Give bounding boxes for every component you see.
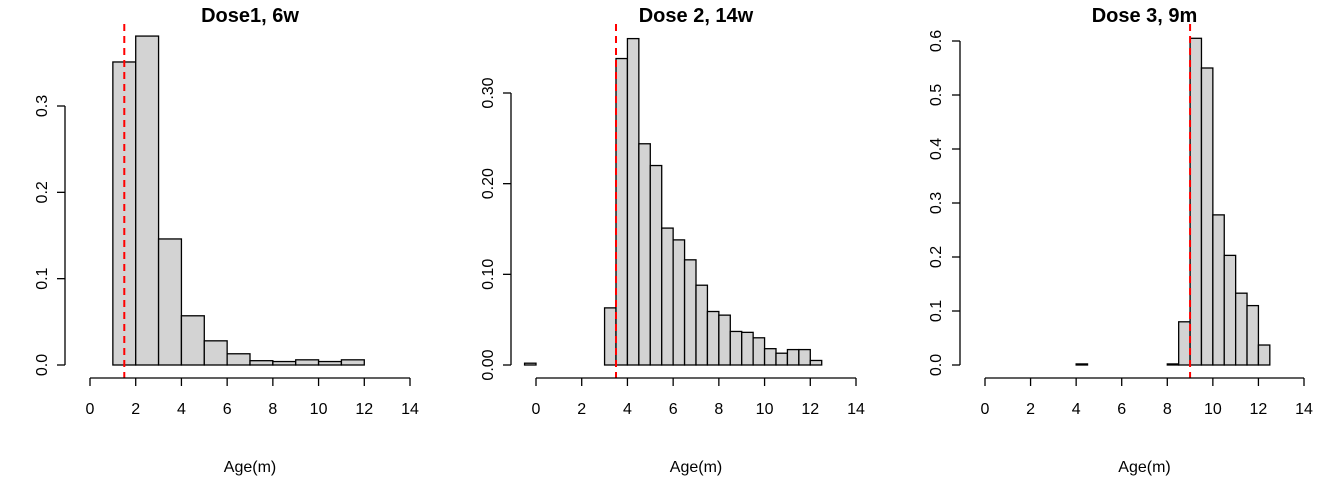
x-tick-label: 8 xyxy=(1163,401,1172,418)
histogram-bar xyxy=(135,35,160,366)
histogram-bar xyxy=(615,57,629,366)
x-tick-label: 0 xyxy=(532,401,541,418)
histogram-bar xyxy=(741,331,754,366)
x-tick-label: 14 xyxy=(1295,401,1313,418)
histogram-bar xyxy=(752,337,766,366)
histogram-bar xyxy=(683,259,697,366)
histogram-bar xyxy=(249,360,274,366)
x-tick-label: 12 xyxy=(801,401,819,418)
y-tick-label: 0.5 xyxy=(928,84,945,106)
histogram-bar xyxy=(157,238,183,366)
x-axis-label: Age(m) xyxy=(1118,459,1170,476)
y-tick-label: 0.1 xyxy=(34,267,51,289)
y-tick-label: 0.4 xyxy=(928,138,945,160)
histogram-bar xyxy=(763,348,777,366)
histogram-bar xyxy=(272,360,297,366)
histogram-bar xyxy=(295,359,320,366)
histogram-bar xyxy=(603,307,617,366)
histogram-bar xyxy=(786,348,800,366)
y-tick-label: 0.30 xyxy=(480,77,497,108)
x-tick-label: 4 xyxy=(1072,401,1081,418)
x-tick-label: 6 xyxy=(223,401,232,418)
histogram-bar xyxy=(718,314,731,366)
x-tick-label: 4 xyxy=(177,401,186,418)
y-tick-label: 0.3 xyxy=(34,95,51,117)
histogram-bar xyxy=(661,227,674,366)
x-tick-label: 0 xyxy=(86,401,95,418)
histogram-bar xyxy=(672,239,686,366)
histogram-bar xyxy=(695,284,709,366)
y-tick-label: 0.1 xyxy=(928,300,945,322)
x-tick-label: 8 xyxy=(268,401,277,418)
histogram-bar xyxy=(226,353,251,366)
x-tick-label: 14 xyxy=(401,401,419,418)
x-tick-label: 12 xyxy=(1250,401,1268,418)
histogram-bar xyxy=(112,61,137,366)
histogram-bar xyxy=(729,330,743,366)
x-axis-label: Age(m) xyxy=(670,459,722,476)
y-tick-label: 0.2 xyxy=(928,246,945,268)
histogram-bar xyxy=(1178,321,1191,366)
x-tick-label: 10 xyxy=(756,401,774,418)
x-axis-label: Age(m) xyxy=(224,459,276,476)
y-tick-label: 0.10 xyxy=(480,259,497,290)
x-tick-label: 2 xyxy=(131,401,140,418)
histogram-bar xyxy=(809,359,823,366)
histogram-bar xyxy=(180,315,205,366)
y-tick-label: 0.0 xyxy=(34,354,51,376)
x-tick-label: 6 xyxy=(1117,401,1126,418)
x-tick-label: 2 xyxy=(1026,401,1035,418)
histogram-bar xyxy=(1200,67,1214,366)
histogram-bar xyxy=(1075,363,1089,366)
chart-title: Dose 3, 9m xyxy=(1092,5,1198,27)
histogram-bar xyxy=(340,359,365,366)
histogram-bar xyxy=(1166,363,1180,366)
y-tick-label: 0.20 xyxy=(480,168,497,199)
y-tick-label: 0.00 xyxy=(480,349,497,380)
y-tick-label: 0.6 xyxy=(928,30,945,52)
x-tick-label: 12 xyxy=(355,401,373,418)
histogram-bar xyxy=(1212,214,1225,366)
chart-2: Dose 2, 14w 0 2 4 6 8 10 12 14 Age(m) 0.00 0.10 0.20… xyxy=(480,5,865,476)
x-tick-label: 8 xyxy=(714,401,723,418)
histogram-bar xyxy=(706,310,720,366)
histogram-bar xyxy=(775,352,789,366)
histogram-bar xyxy=(1223,254,1237,366)
histogram-bar xyxy=(1246,304,1260,366)
histogram-bar xyxy=(638,143,651,366)
chart-title: Dose1, 6w xyxy=(201,5,299,27)
histogram-bar xyxy=(1234,292,1248,366)
y-tick-label: 0.2 xyxy=(34,181,51,203)
x-tick-label: 0 xyxy=(981,401,990,418)
x-tick-label: 2 xyxy=(577,401,586,418)
x-tick-label: 10 xyxy=(1204,401,1222,418)
histogram-bar xyxy=(649,164,663,366)
x-tick-label: 10 xyxy=(310,401,328,418)
histogram-bar xyxy=(798,348,811,366)
chart-3: Dose 3, 9m 0 2 4 6 8 10 12 14 Age(m) 0.0 0.1 0.2 0.3 0… xyxy=(928,5,1313,476)
histogram-bar xyxy=(317,360,343,366)
y-tick-label: 0.3 xyxy=(928,192,945,214)
histogram-bar xyxy=(1189,37,1203,366)
x-tick-label: 14 xyxy=(847,401,865,418)
histogram-bar xyxy=(203,340,228,366)
histogram-bar xyxy=(626,37,640,366)
histogram-bar xyxy=(1257,344,1271,366)
x-tick-label: 6 xyxy=(669,401,678,418)
histogram-bar xyxy=(523,362,537,366)
x-tick-label: 4 xyxy=(623,401,632,418)
chart-title: Dose 2, 14w xyxy=(639,5,754,27)
chart-1: Dose1, 6w 0 2 4 6 8 10 12 14 Age(m) 0.0 0.1 0.2 0.3 xyxy=(34,5,419,476)
y-tick-label: 0.0 xyxy=(928,354,945,376)
